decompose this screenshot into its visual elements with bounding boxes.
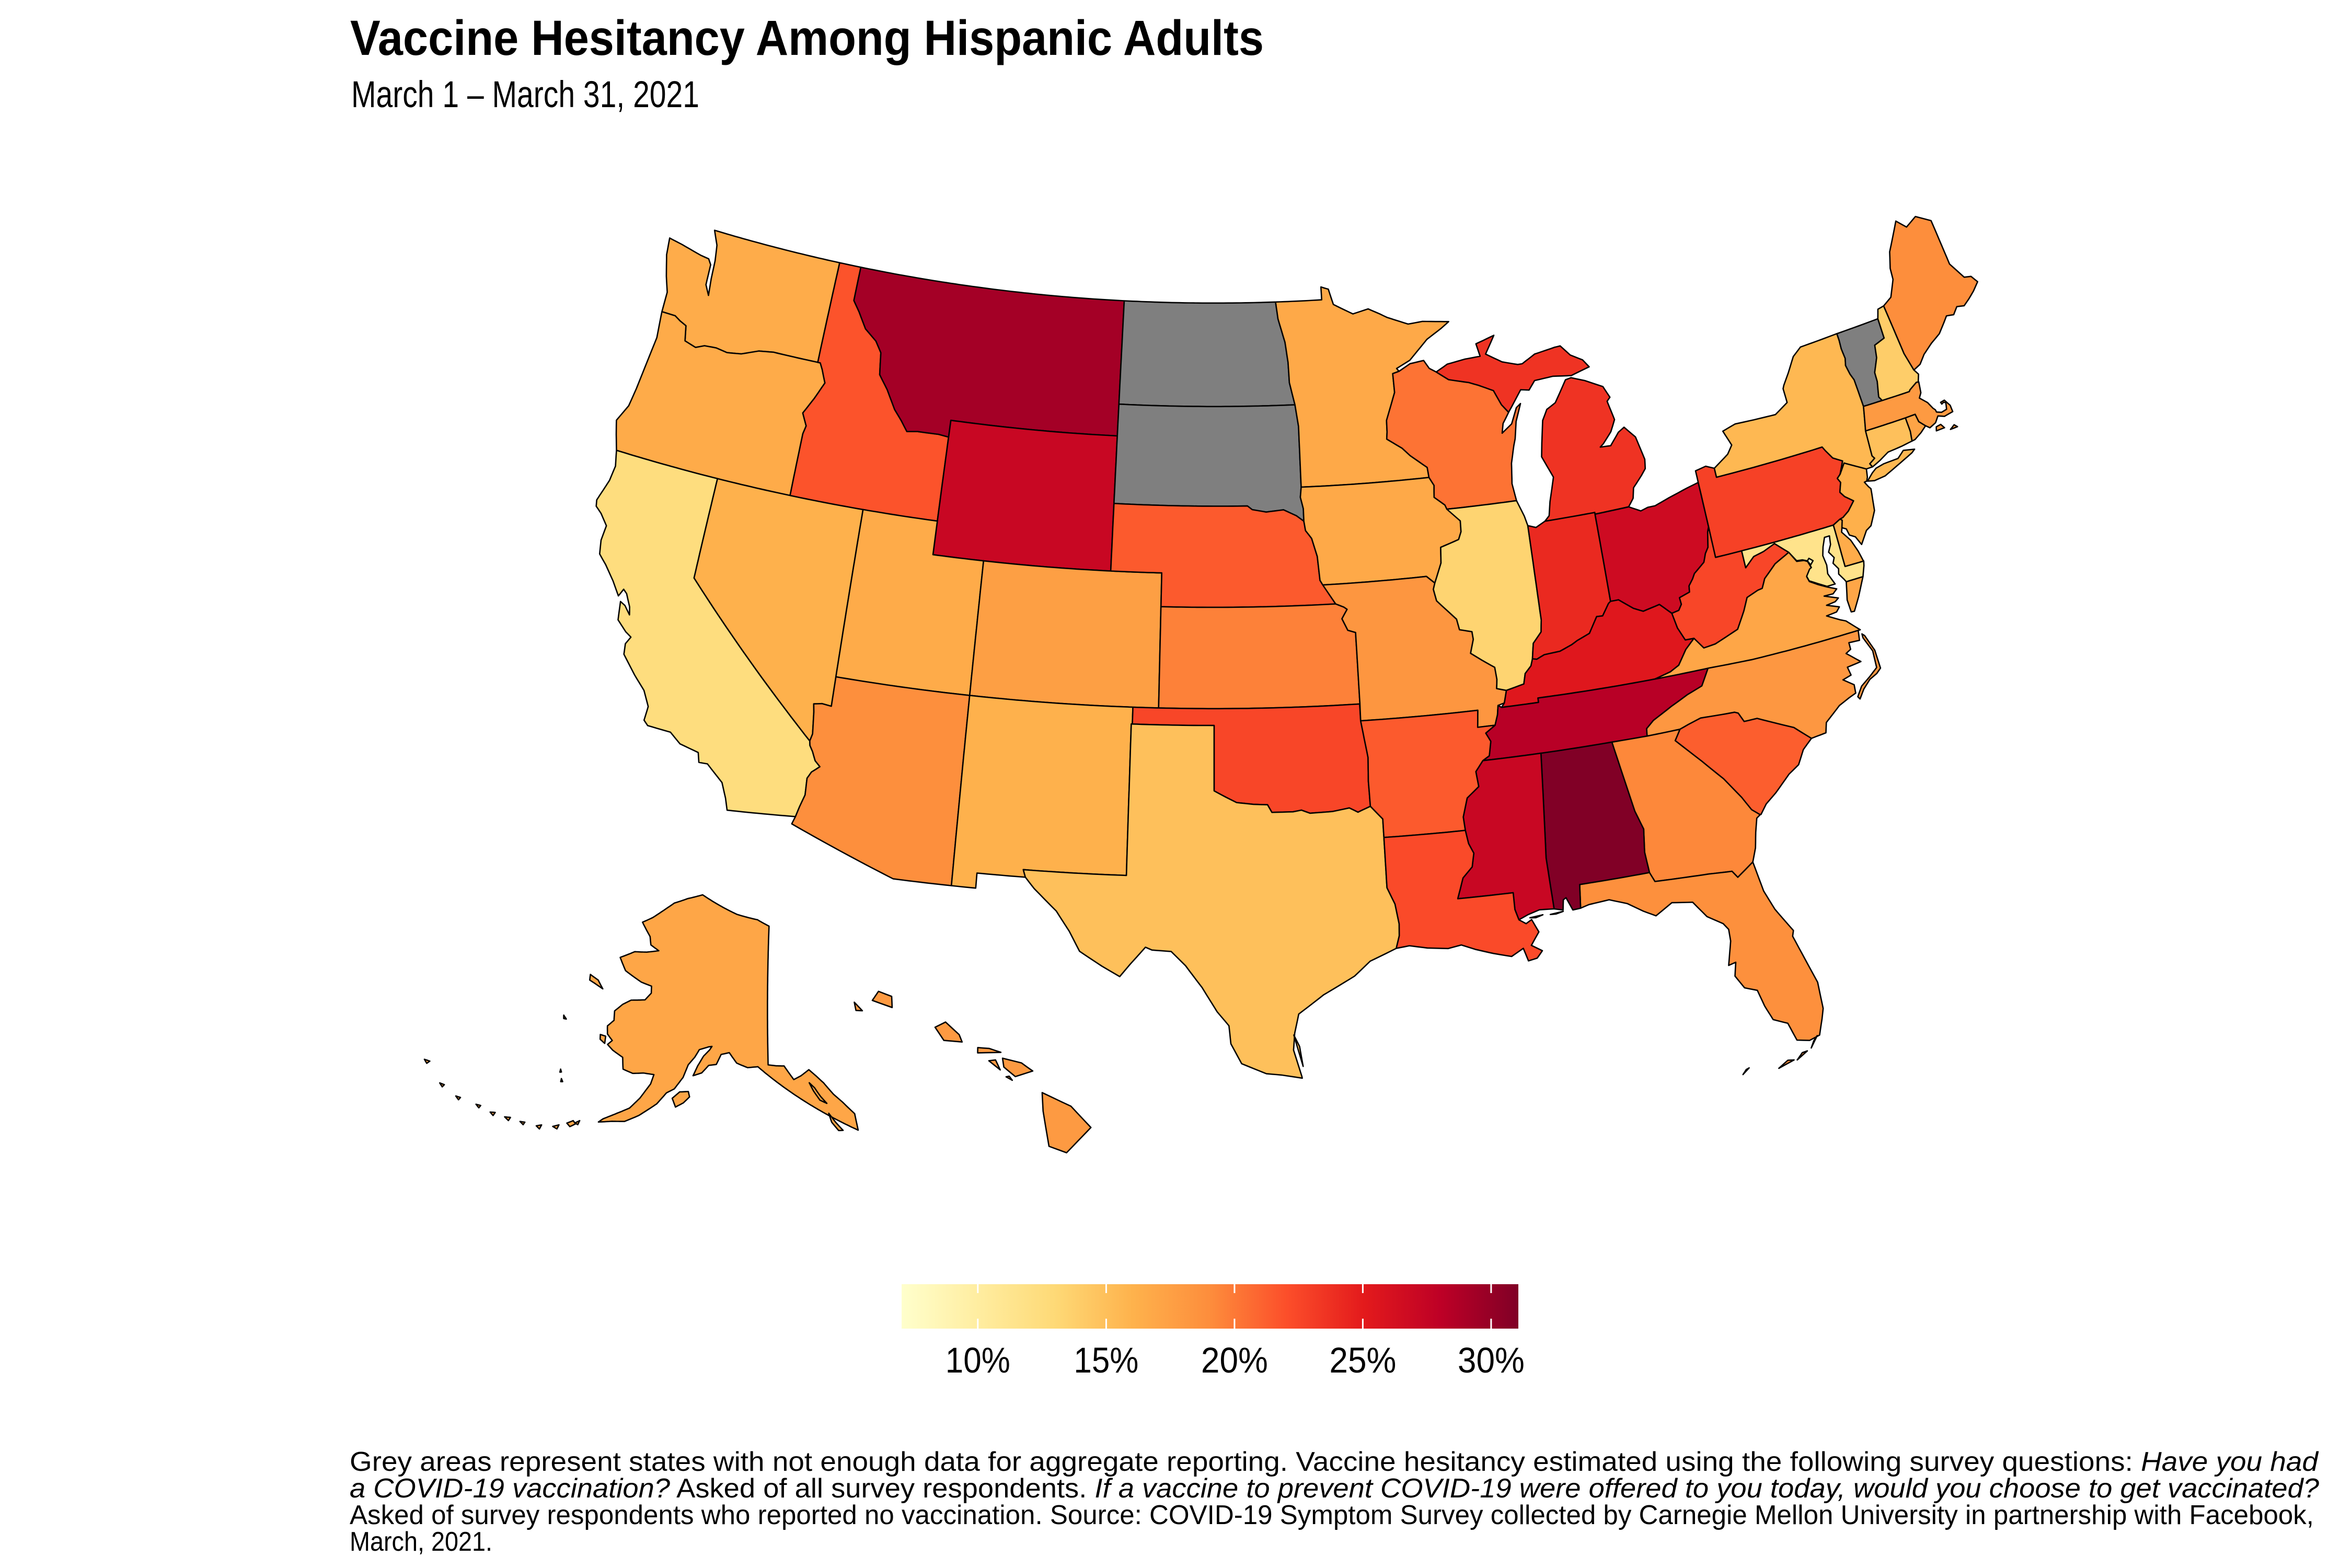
svg-text:Asked of survey respondents wh: Asked of survey respondents who reported…: [350, 1500, 2314, 1530]
svg-text:March, 2021.: March, 2021.: [350, 1527, 492, 1557]
svg-text:25%: 25%: [1329, 1340, 1396, 1380]
svg-text:20%: 20%: [1201, 1340, 1268, 1380]
svg-text:March 1 – March 31, 2021: March 1 – March 31, 2021: [351, 74, 699, 116]
svg-text:10%: 10%: [946, 1340, 1010, 1380]
svg-text:Grey areas represent states wi: Grey areas represent states with not eno…: [350, 1447, 2319, 1477]
svg-text:Vaccine Hesitancy Among Hispan: Vaccine Hesitancy Among Hispanic Adults: [350, 10, 1264, 66]
svg-text:15%: 15%: [1074, 1340, 1138, 1380]
svg-text:30%: 30%: [1458, 1340, 1525, 1380]
svg-text:a COVID-19 vaccination? Asked: a COVID-19 vaccination? Asked of all sur…: [350, 1473, 2319, 1504]
